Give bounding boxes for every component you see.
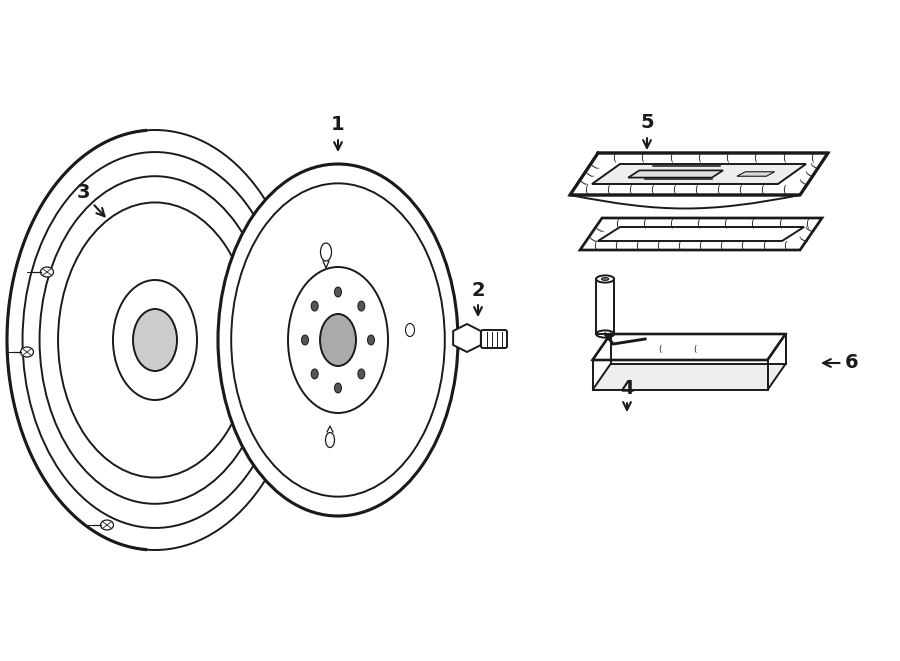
Text: (: ( [809, 161, 820, 170]
Text: (: ( [693, 345, 697, 354]
Text: 6: 6 [824, 354, 859, 373]
Text: (: ( [650, 185, 654, 195]
Polygon shape [453, 324, 481, 352]
Ellipse shape [133, 309, 177, 371]
Text: 2: 2 [472, 280, 485, 315]
Text: (: ( [797, 235, 808, 243]
Ellipse shape [101, 520, 113, 530]
Text: (: ( [593, 240, 598, 250]
Polygon shape [737, 172, 775, 176]
Polygon shape [598, 227, 804, 241]
Text: (: ( [670, 218, 673, 228]
Text: (: ( [782, 153, 786, 163]
Ellipse shape [21, 347, 33, 357]
Polygon shape [580, 218, 822, 250]
Text: (: ( [720, 240, 724, 250]
Ellipse shape [358, 301, 365, 311]
Text: (: ( [588, 235, 598, 243]
Text: (: ( [738, 185, 742, 195]
Text: (: ( [615, 240, 618, 250]
Ellipse shape [596, 276, 614, 283]
Text: (: ( [594, 225, 605, 233]
Ellipse shape [311, 369, 319, 379]
Text: 1: 1 [331, 116, 345, 150]
Ellipse shape [218, 164, 458, 516]
Text: (: ( [694, 185, 698, 195]
Text: (: ( [783, 240, 787, 250]
Text: (: ( [724, 218, 727, 228]
Text: (: ( [741, 240, 744, 250]
Text: (: ( [804, 225, 814, 233]
Text: (: ( [635, 240, 639, 250]
Text: (: ( [678, 240, 681, 250]
Ellipse shape [601, 278, 608, 280]
Text: (: ( [716, 185, 720, 195]
Text: (: ( [725, 153, 729, 163]
Polygon shape [592, 334, 786, 360]
Ellipse shape [367, 335, 374, 345]
Text: (: ( [643, 218, 646, 228]
Text: (: ( [778, 218, 781, 228]
Ellipse shape [302, 335, 309, 345]
Polygon shape [592, 364, 786, 390]
Text: (: ( [782, 185, 786, 195]
Text: (: ( [669, 153, 672, 163]
Polygon shape [570, 153, 828, 195]
Text: (: ( [753, 153, 757, 163]
Ellipse shape [40, 267, 53, 277]
Text: (: ( [641, 153, 644, 163]
Bar [596, 279, 614, 334]
Text: (: ( [578, 178, 589, 186]
Text: (: ( [761, 240, 766, 250]
Text: (: ( [672, 185, 676, 195]
Text: (: ( [584, 170, 594, 178]
Text: (: ( [606, 185, 610, 195]
Polygon shape [592, 164, 806, 184]
Text: (: ( [612, 153, 616, 163]
FancyBboxPatch shape [481, 330, 507, 348]
Text: (: ( [616, 218, 619, 228]
Text: (: ( [584, 185, 588, 195]
Text: (: ( [697, 218, 700, 228]
Text: (: ( [805, 218, 808, 228]
Text: 4: 4 [620, 379, 634, 410]
Text: (: ( [804, 170, 814, 178]
Text: (: ( [656, 240, 661, 250]
Text: (: ( [751, 218, 754, 228]
Text: (: ( [697, 153, 701, 163]
Ellipse shape [335, 383, 341, 393]
Text: (: ( [760, 185, 764, 195]
Ellipse shape [113, 280, 197, 400]
Ellipse shape [311, 301, 319, 311]
Text: (: ( [810, 153, 814, 163]
Text: (: ( [590, 161, 600, 170]
Text: (: ( [798, 178, 809, 186]
Text: 3: 3 [76, 184, 104, 216]
Text: (: ( [698, 240, 702, 250]
Text: (: ( [658, 345, 662, 354]
Ellipse shape [358, 369, 365, 379]
Polygon shape [628, 171, 723, 178]
Text: (: ( [628, 185, 632, 195]
Ellipse shape [320, 314, 356, 366]
Ellipse shape [335, 287, 341, 297]
Text: 5: 5 [640, 114, 653, 148]
